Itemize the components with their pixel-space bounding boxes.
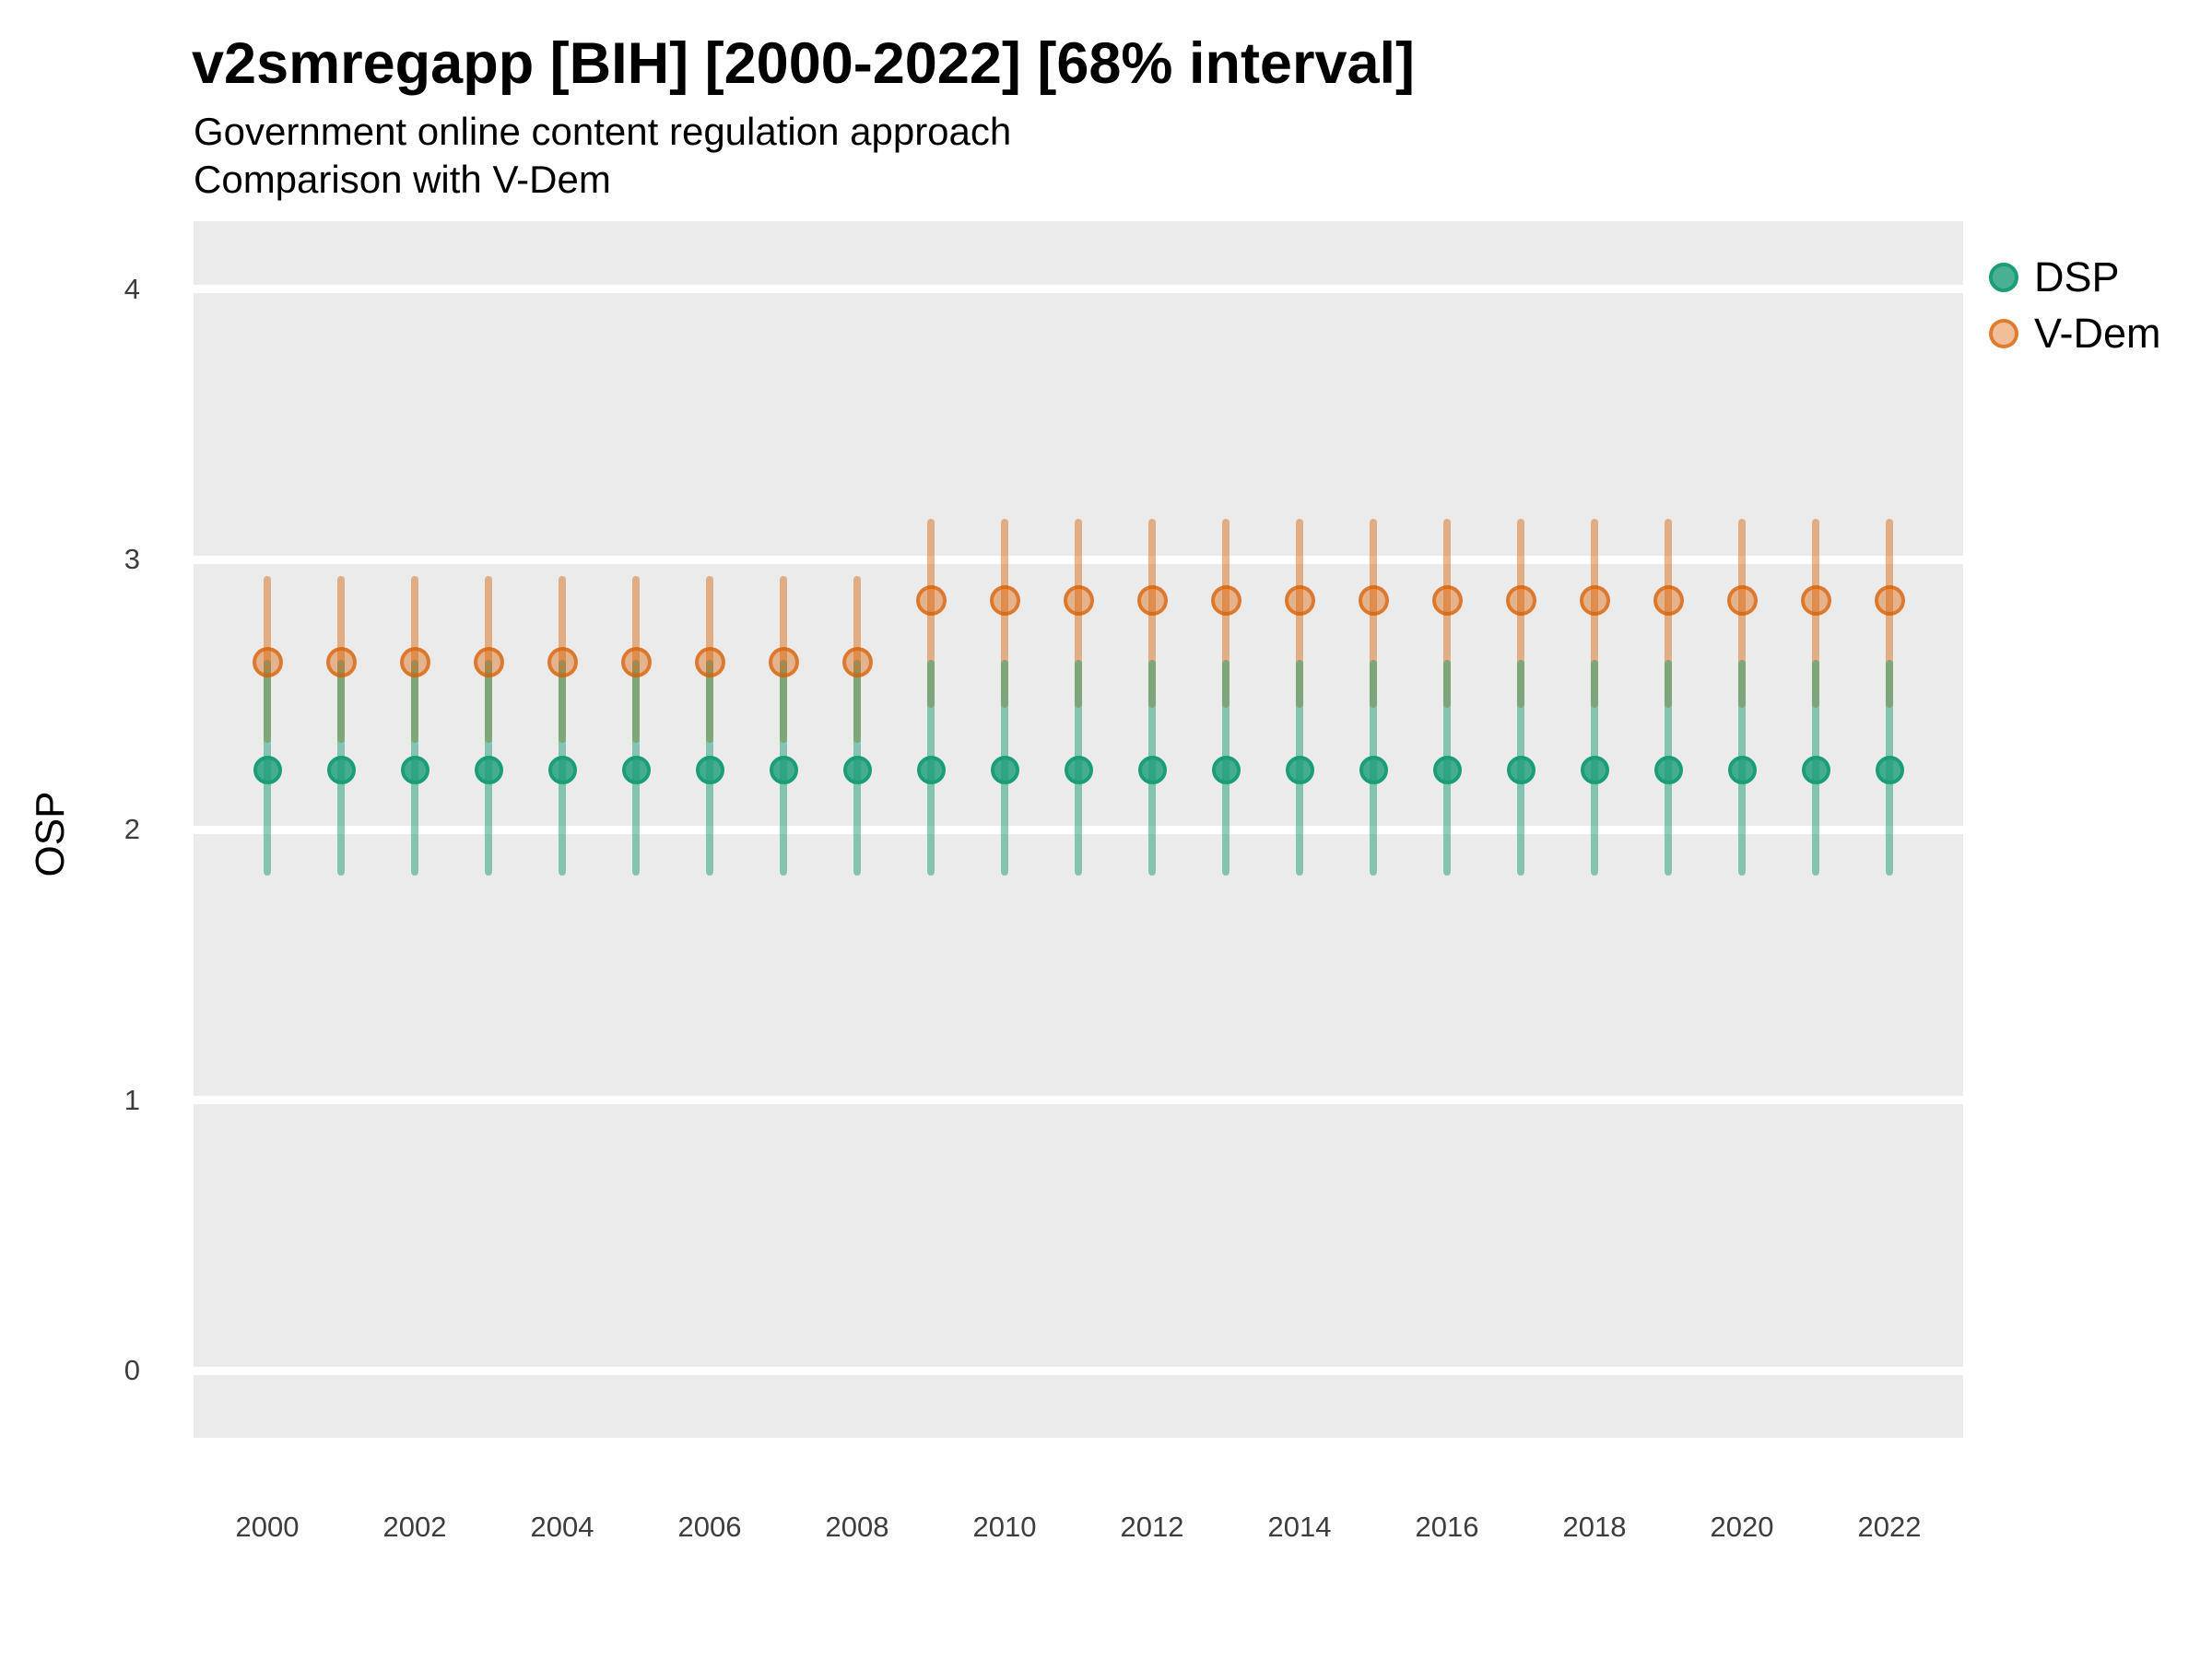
point-dsp-2002: [400, 756, 429, 785]
point-dsp-2012: [1137, 756, 1167, 785]
point-dsp-2022: [1875, 756, 1904, 785]
dsp-point-icon: [1989, 262, 2018, 292]
chart-subtitle-line2: Comparison with V-Dem: [194, 158, 611, 201]
point-vdem-2015: [1358, 584, 1389, 616]
point-dsp-2017: [1506, 756, 1535, 785]
x-tick-label-2022: 2022: [1857, 1511, 1922, 1543]
point-vdem-2016: [1431, 584, 1463, 616]
point-dsp-2007: [769, 756, 798, 785]
legend-label-vdem: V-Dem: [2034, 309, 2161, 357]
x-tick-label-2000: 2000: [235, 1511, 300, 1543]
point-vdem-2008: [841, 646, 873, 677]
point-vdem-2017: [1505, 584, 1536, 616]
point-vdem-2001: [325, 646, 357, 677]
chart-title: v2smregapp [BIH] [2000-2022] [68% interv…: [192, 31, 1416, 96]
point-vdem-2010: [989, 584, 1020, 616]
legend-label-dsp: DSP: [2034, 253, 2120, 300]
point-vdem-2000: [252, 646, 283, 677]
point-dsp-2018: [1580, 756, 1609, 785]
point-dsp-2021: [1801, 756, 1830, 785]
point-vdem-2004: [547, 646, 578, 677]
plot-panel: [194, 221, 1963, 1438]
point-dsp-2000: [253, 756, 282, 785]
legend-item-vdem: V-Dem: [1989, 305, 2161, 361]
point-vdem-2022: [1874, 584, 1905, 616]
point-dsp-2011: [1064, 756, 1093, 785]
point-vdem-2007: [768, 646, 799, 677]
point-vdem-2020: [1726, 584, 1758, 616]
point-dsp-2020: [1727, 756, 1757, 785]
x-tick-label-2012: 2012: [1120, 1511, 1184, 1543]
point-dsp-2005: [621, 756, 651, 785]
point-vdem-2012: [1136, 584, 1168, 616]
point-dsp-2009: [916, 756, 946, 785]
point-dsp-2016: [1432, 756, 1462, 785]
point-vdem-2006: [694, 646, 725, 677]
legend-item-dsp: DSP: [1989, 249, 2161, 305]
y-tick-label-1: 1: [124, 1083, 140, 1116]
y-tick-label-2: 2: [124, 813, 140, 846]
gridline-y-1: [194, 1096, 1963, 1105]
point-dsp-2019: [1653, 756, 1683, 785]
x-tick-label-2016: 2016: [1415, 1511, 1479, 1543]
point-dsp-2013: [1211, 756, 1241, 785]
gridline-y-3: [194, 555, 1963, 564]
point-vdem-2003: [473, 646, 504, 677]
x-tick-label-2008: 2008: [825, 1511, 889, 1543]
y-tick-label-3: 3: [124, 543, 140, 575]
x-tick-label-2014: 2014: [1267, 1511, 1332, 1543]
point-dsp-2014: [1285, 756, 1314, 785]
legend: DSP V-Dem: [1989, 249, 2161, 361]
x-tick-label-2004: 2004: [530, 1511, 594, 1543]
x-tick-label-2010: 2010: [972, 1511, 1037, 1543]
point-dsp-2004: [547, 756, 577, 785]
point-vdem-2019: [1653, 584, 1684, 616]
x-tick-label-2006: 2006: [677, 1511, 742, 1543]
y-tick-label-0: 0: [124, 1354, 140, 1386]
point-dsp-2010: [990, 756, 1019, 785]
x-tick-label-2002: 2002: [382, 1511, 447, 1543]
point-dsp-2015: [1359, 756, 1388, 785]
chart-subtitle-line1: Government online content regulation app…: [194, 110, 1012, 153]
point-vdem-2002: [399, 646, 430, 677]
point-vdem-2011: [1063, 584, 1094, 616]
point-vdem-2014: [1284, 584, 1315, 616]
y-tick-label-4: 4: [124, 272, 140, 305]
vdem-point-icon: [1989, 318, 2018, 348]
point-dsp-2006: [695, 756, 724, 785]
point-dsp-2008: [842, 756, 872, 785]
point-dsp-2001: [326, 756, 356, 785]
point-vdem-2009: [915, 584, 947, 616]
x-tick-label-2020: 2020: [1710, 1511, 1774, 1543]
point-vdem-2018: [1579, 584, 1610, 616]
point-vdem-2005: [620, 646, 652, 677]
point-dsp-2003: [474, 756, 503, 785]
gridline-y-0: [194, 1366, 1963, 1375]
point-vdem-2013: [1210, 584, 1241, 616]
gridline-y-4: [194, 285, 1963, 294]
point-vdem-2021: [1800, 584, 1831, 616]
x-tick-label-2018: 2018: [1562, 1511, 1627, 1543]
